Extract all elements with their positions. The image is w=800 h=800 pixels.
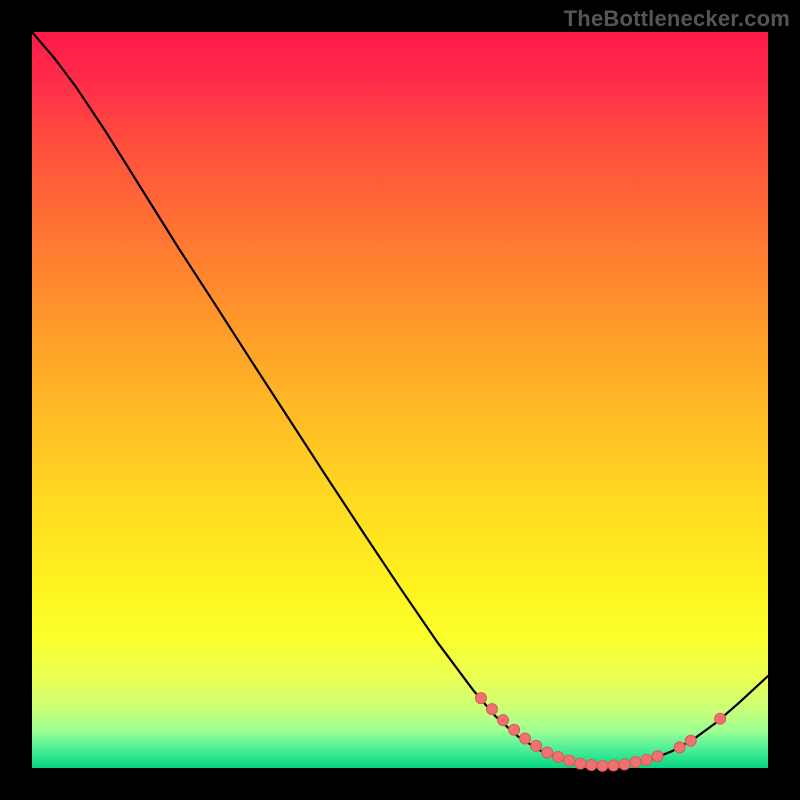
curve-marker <box>509 724 520 735</box>
curve-marker <box>487 704 498 715</box>
curve-marker <box>586 760 597 771</box>
curve-marker <box>475 693 486 704</box>
chart-svg <box>0 0 800 800</box>
curve-marker <box>641 754 652 765</box>
curve-marker <box>542 747 553 758</box>
bottleneck-curve <box>32 32 768 766</box>
curve-marker <box>608 760 619 771</box>
curve-marker <box>630 757 641 768</box>
curve-marker <box>597 760 608 771</box>
curve-marker <box>685 735 696 746</box>
curve-marker <box>553 751 564 762</box>
curve-marker <box>520 733 531 744</box>
chart-frame: TheBottlenecker.com <box>0 0 800 800</box>
watermark-label: TheBottlenecker.com <box>564 6 790 32</box>
curve-marker <box>715 713 726 724</box>
curve-marker <box>619 759 630 770</box>
curve-marker <box>564 755 575 766</box>
curve-marker <box>674 742 685 753</box>
curve-marker <box>498 715 509 726</box>
curve-marker <box>652 751 663 762</box>
curve-marker <box>531 740 542 751</box>
curve-marker <box>575 758 586 769</box>
curve-markers <box>475 693 725 772</box>
